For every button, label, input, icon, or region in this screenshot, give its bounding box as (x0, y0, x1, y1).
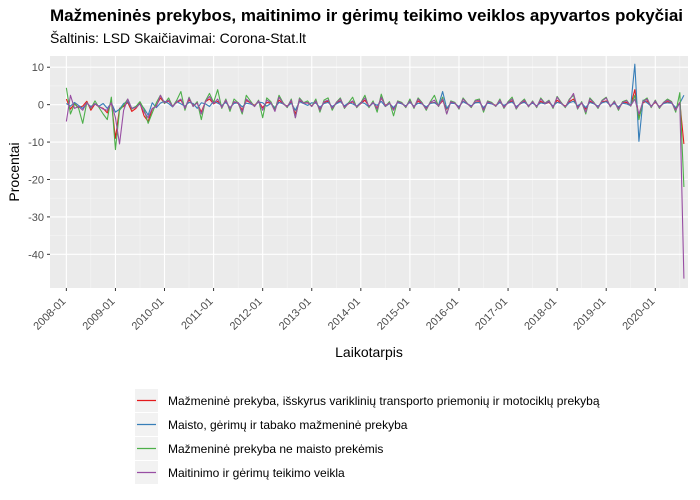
legend-background (133, 386, 611, 484)
legend-label-2: Maisto, gėrimų ir tabako mažmeninė preky… (168, 418, 408, 432)
x-tick-label: 2008-01 (31, 296, 68, 333)
series-line-4 (65, 92, 685, 279)
legend-label-1: Mažmeninė prekyba, išskyrus variklinių t… (168, 394, 600, 408)
grid-major (50, 56, 688, 288)
y-tick-label: -20 (28, 174, 44, 186)
chart-title: Mažmeninės prekybos, maitinimo ir gėrimų… (50, 6, 683, 25)
y-tick-label: 0 (38, 100, 44, 112)
x-tick-label: 2017-01 (473, 296, 510, 333)
x-tick-label: 2016-01 (424, 296, 461, 333)
grid-minor (50, 56, 688, 288)
x-tick-label: 2019-01 (571, 296, 608, 333)
y-tick-label: 10 (32, 62, 44, 74)
x-tick-label: 2018-01 (522, 296, 559, 333)
x-tick-label: 2014-01 (326, 296, 363, 333)
x-tick-label: 2011-01 (179, 296, 215, 332)
x-tick-label: 2013-01 (277, 296, 314, 333)
x-tick-label: 2009-01 (81, 296, 118, 333)
x-tick-label: 2010-01 (130, 296, 167, 333)
y-tick-label: -40 (28, 249, 44, 261)
y-axis: -40 -30 -20 -10 0 10 (28, 62, 50, 261)
y-tick-label: -30 (28, 212, 44, 224)
x-axis-title: Laikotarpis (335, 344, 403, 360)
legend-label-4: Maitinimo ir gėrimų teikimo veikla (168, 466, 345, 480)
legend: Mažmeninė prekyba, išskyrus variklinių t… (133, 386, 611, 484)
x-axis: 2008-01 2009-01 2010-01 2011-01 2012-01 2013-… (31, 288, 657, 333)
y-tick-label: -10 (28, 137, 44, 149)
chart-subtitle: Šaltinis: LSD Skaičiavimai: Corona-Stat.… (50, 30, 306, 46)
x-tick-label: 2015-01 (375, 296, 412, 333)
y-axis-title: Procentai (6, 142, 22, 201)
series-lines (65, 63, 685, 279)
x-tick-label: 2020-01 (620, 296, 657, 333)
legend-label-3: Mažmeninė prekyba ne maisto prekėmis (168, 442, 383, 456)
plot-panel (50, 56, 688, 288)
x-tick-label: 2012-01 (228, 296, 265, 333)
